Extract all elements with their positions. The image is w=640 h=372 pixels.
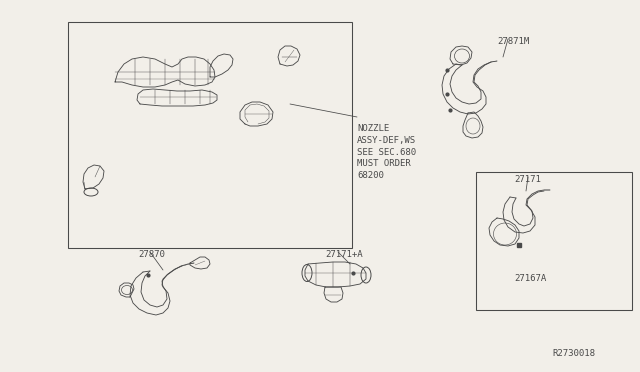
Text: 27171+A: 27171+A — [325, 250, 363, 259]
Text: R2730018: R2730018 — [552, 349, 595, 358]
Text: 27870: 27870 — [138, 250, 165, 259]
Bar — [68, 22, 352, 248]
Text: 27171: 27171 — [514, 175, 541, 184]
Text: 27871M: 27871M — [497, 37, 529, 46]
Text: 27167A: 27167A — [514, 274, 547, 283]
Bar — [476, 172, 632, 310]
Text: NOZZLE
ASSY-DEF,WS
SEE SEC.680
MUST ORDER
68200: NOZZLE ASSY-DEF,WS SEE SEC.680 MUST ORDE… — [357, 124, 416, 180]
